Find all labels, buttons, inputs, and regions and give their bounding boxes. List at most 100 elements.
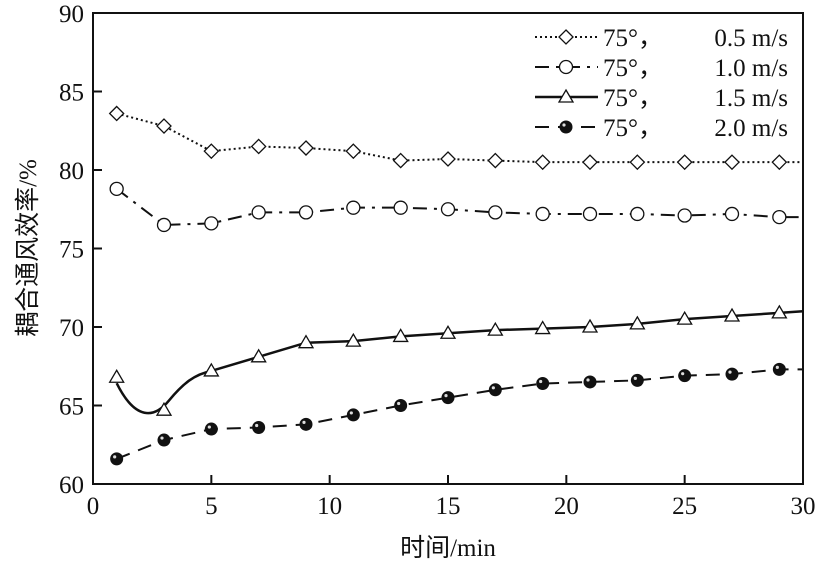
x-tick-label: 10 (317, 493, 342, 520)
filled-circle-marker (346, 408, 360, 422)
diamond-marker (440, 151, 456, 167)
diamond-marker (203, 143, 220, 160)
circle-marker (298, 205, 314, 220)
triangle-marker (676, 310, 693, 325)
legend-angle: 75°， (603, 115, 663, 142)
legend-angle: 75°， (603, 55, 663, 82)
series-2 (108, 304, 804, 416)
filled-circle-marker (583, 375, 597, 389)
circle-marker (772, 209, 787, 225)
circle-marker (204, 216, 219, 231)
series-0 (108, 105, 803, 171)
legend-speed: 1.0 m/s (714, 55, 788, 82)
marker-highlight (160, 436, 164, 440)
circle-marker (156, 217, 172, 233)
triangle-marker (155, 401, 173, 416)
marker-highlight (586, 378, 590, 382)
circle-marker (251, 205, 266, 220)
circle-marker (488, 205, 503, 220)
y-tick-label: 60 (59, 472, 84, 499)
legend-item: 75°， 0.5 m/s (535, 25, 788, 52)
triangle-marker (345, 332, 362, 347)
legend-item: 75°， 2.0 m/s (535, 115, 788, 142)
triangle-marker (250, 348, 267, 363)
plot-frame (92, 12, 804, 485)
triangle-marker (534, 320, 551, 335)
triangle-marker (392, 328, 409, 343)
filled-circle-marker (488, 383, 502, 397)
diamond-marker (345, 143, 362, 160)
legend: 75°， 0.5 m/s 75°， 1.0 m/s 75°， 1.5 m/s 75°， 2.0… (535, 25, 788, 142)
legend-speed: 2.0 m/s (714, 115, 788, 142)
circle-marker (558, 59, 574, 75)
marker-highlight (349, 411, 353, 415)
triangle-marker (203, 362, 220, 377)
triangle-marker (581, 318, 599, 333)
marker-highlight (207, 425, 211, 429)
marker-highlight (113, 455, 117, 459)
diamond-marker (629, 154, 646, 171)
x-tick-label: 20 (554, 493, 579, 520)
marker-highlight (302, 420, 306, 424)
series-3 (110, 362, 803, 466)
filled-circle-marker (725, 367, 739, 381)
diamond-marker (487, 152, 504, 169)
marker-highlight (491, 386, 495, 390)
marker-highlight (775, 365, 779, 369)
filled-circle-marker (299, 417, 313, 431)
filled-circle-marker (394, 399, 408, 412)
triangle-marker (557, 88, 575, 103)
diamond-marker (771, 154, 788, 171)
circle-marker (393, 200, 408, 215)
series-line (116, 188, 803, 226)
diamond-marker (392, 152, 409, 169)
filled-circle-marker (536, 377, 550, 391)
y-tick-label: 85 (59, 80, 84, 107)
series-line (116, 368, 803, 460)
marker-highlight (681, 372, 685, 376)
circle-marker (582, 206, 598, 222)
y-tick-label: 75 (59, 237, 84, 264)
triangle-marker (297, 334, 315, 349)
x-tick-label: 15 (436, 493, 461, 520)
circle-marker (535, 206, 550, 222)
circle-marker (346, 200, 361, 215)
marker-highlight (255, 423, 259, 428)
circle-marker (440, 202, 456, 217)
legend-angle: 75°， (603, 85, 663, 112)
y-tick-label: 65 (59, 394, 84, 421)
filled-circle-marker (772, 362, 786, 376)
filled-circle-marker (157, 433, 171, 447)
diamond-marker (298, 140, 314, 156)
filled-circle-marker (678, 369, 692, 383)
circle-marker (724, 206, 740, 222)
triangle-marker (439, 324, 457, 339)
legend-speed: 1.5 m/s (714, 85, 788, 112)
x-tick-label: 5 (205, 493, 218, 520)
diamond-marker (558, 29, 574, 45)
y-tick-label: 80 (59, 158, 84, 185)
x-tick-label: 30 (791, 493, 816, 520)
series-line (116, 112, 803, 164)
filled-circle-marker (441, 391, 455, 405)
triangle-marker (723, 307, 741, 322)
legend-speed: 0.5 m/s (714, 25, 788, 52)
legend-item: 75°， 1.5 m/s (535, 85, 788, 112)
circle-marker (630, 206, 645, 222)
diamond-marker (250, 138, 267, 155)
diamond-marker (156, 118, 172, 134)
y-tick-label: 90 (59, 1, 84, 28)
diamond-marker (676, 154, 693, 171)
y-tick-label: 70 (59, 315, 84, 342)
filled-circle-marker (204, 422, 218, 436)
y-axis-label: 耦合通风效率/% (14, 159, 42, 337)
diamond-marker (724, 154, 740, 171)
filled-circle-marker (630, 373, 644, 387)
filled-circle-marker (252, 420, 266, 434)
filled-circle-marker (110, 452, 124, 466)
diamond-marker (108, 105, 125, 122)
x-tick-label: 0 (87, 493, 100, 520)
x-tick-label: 25 (672, 493, 697, 520)
x-axis-label: 时间/min (400, 534, 496, 562)
